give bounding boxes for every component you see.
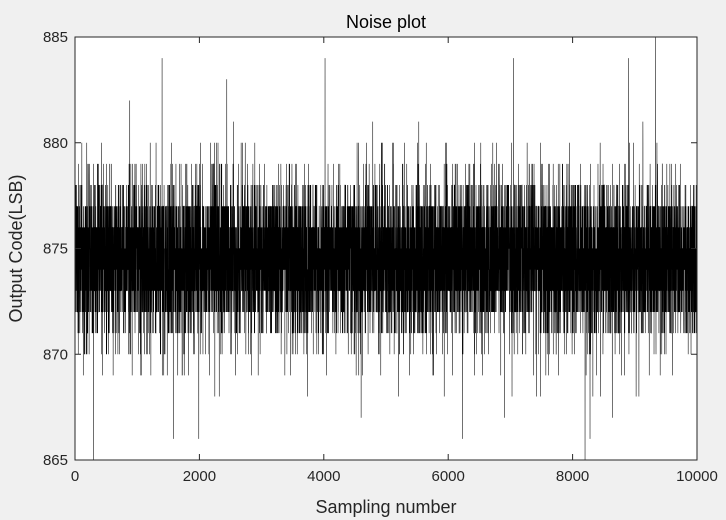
x-tick-label: 8000	[556, 468, 589, 485]
noise-series-line	[75, 37, 697, 460]
x-tick-label: 2000	[183, 468, 216, 485]
y-tick-label: 875	[43, 241, 68, 258]
x-tick-label: 10000	[676, 468, 718, 485]
x-tick-label: 0	[71, 468, 79, 485]
x-tick-label: 6000	[432, 468, 465, 485]
series-layer	[75, 37, 697, 460]
y-tick-label: 885	[43, 29, 68, 46]
x-tick-label: 4000	[307, 468, 340, 485]
ticks-layer: 0 2000 4000 6000 8000 10000 865 870 875 880 885	[43, 29, 718, 485]
y-tick-label: 870	[43, 346, 68, 363]
x-axis-label: Sampling number	[315, 497, 456, 517]
y-tick-label: 865	[43, 452, 68, 469]
chart-title: Noise plot	[346, 12, 426, 32]
y-tick-label: 880	[43, 135, 68, 152]
y-axis-label: Output Code(LSB)	[6, 174, 26, 322]
